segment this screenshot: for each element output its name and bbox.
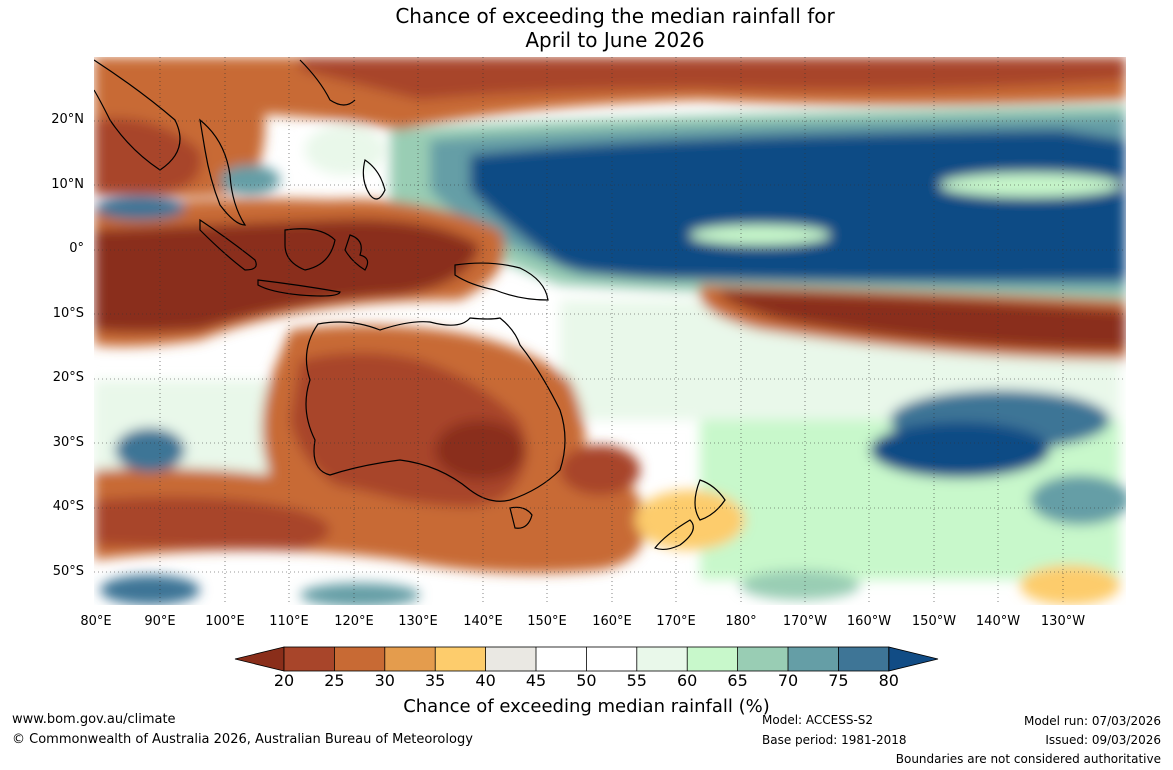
new-guinea-coast (454, 262, 549, 301)
colorbar-tick: 60 (677, 671, 698, 690)
colorbar-cell (788, 647, 839, 671)
colorbar-tick: 30 (374, 671, 395, 690)
nz-north-island (694, 479, 726, 521)
indochina-coast (199, 118, 247, 226)
colorbar (234, 646, 939, 672)
colorbar-tick: 70 (777, 671, 799, 690)
base-period: Base period: 1981-2018 (762, 733, 907, 747)
philippines-coast (362, 159, 386, 200)
colorbar-arrow-high (888, 646, 939, 672)
lon-label: 90°E (144, 614, 176, 629)
colorbar-cell (586, 647, 637, 671)
colorbar-tick: 45 (525, 671, 547, 690)
lat-label: 20°N (51, 112, 84, 127)
title-line-1: Chance of exceeding the median rainfall … (395, 4, 835, 28)
tasmania-coast (509, 506, 533, 529)
website-link[interactable]: www.bom.gov.au/climate (12, 712, 176, 727)
lon-label: 100°E (205, 614, 245, 629)
colorbar-tick: 20 (273, 671, 295, 690)
lat-label: 20°S (52, 370, 84, 385)
australia-coast (305, 317, 566, 502)
lon-label: 160°W (846, 614, 892, 629)
lat-label: 0° (69, 241, 84, 256)
colorbar-cell (838, 647, 889, 671)
colorbar-tick: 25 (324, 671, 345, 690)
lon-label: 130°W (1040, 614, 1086, 629)
lon-label: 180° (725, 614, 757, 629)
lon-label: 160°E (592, 614, 632, 629)
graticule (94, 57, 1126, 605)
colorbar-tick: 40 (475, 671, 496, 690)
lat-label: 10°N (51, 177, 84, 192)
colorbar-cell (737, 647, 788, 671)
lon-label: 140°W (975, 614, 1021, 629)
colorbar-tick: 35 (425, 671, 446, 690)
colorbar-title-text: Chance of exceeding median rainfall (%) (403, 696, 770, 717)
colorbar-tick: 65 (727, 671, 748, 690)
sulawesi-coast (344, 234, 369, 271)
lon-label: 170°E (656, 614, 696, 629)
lat-label: 50°S (52, 564, 84, 579)
lat-label: 10°S (52, 306, 84, 321)
colorbar-cell (435, 647, 486, 671)
colorbar-cell (636, 647, 688, 671)
java-coast (257, 279, 341, 297)
lon-label: 80°E (80, 614, 112, 629)
copyright-text: © Commonwealth of Australia 2026, Austra… (12, 732, 473, 747)
colorbar-cell (687, 647, 738, 671)
colorbar-tick: 55 (626, 671, 647, 690)
sumatra-coast (199, 218, 257, 271)
colorbar-cell (384, 647, 436, 671)
rainfall-field (94, 57, 1126, 605)
lon-label: 150°E (527, 614, 567, 629)
lon-label: 120°E (334, 614, 374, 629)
lon-label: 170°W (782, 614, 828, 629)
map-title: Chance of exceeding the median rainfall … (0, 4, 1173, 52)
colorbar-arrow-low (234, 646, 285, 672)
nz-south-island (654, 519, 694, 551)
boundaries-disclaimer: Boundaries are not considered authoritat… (895, 752, 1161, 766)
china-coast (299, 59, 356, 106)
lon-label: 140°E (463, 614, 503, 629)
colorbar-tick: 80 (878, 671, 899, 690)
issued-date: Issued: 09/03/2026 (1045, 733, 1161, 747)
colorbar-tick: 75 (828, 671, 849, 690)
borneo-coast (284, 228, 336, 271)
lon-label: 150°W (911, 614, 957, 629)
colorbar-cell (485, 647, 536, 671)
lat-label: 40°S (52, 499, 84, 514)
model-run-date: Model run: 07/03/2026 (1023, 714, 1161, 728)
colorbar-title: Chance of exceeding median rainfall (%) (0, 696, 1173, 717)
title-line-2: April to June 2026 (525, 28, 705, 52)
colorbar-cell (334, 647, 385, 671)
lon-label: 130°E (398, 614, 438, 629)
model-name: Model: ACCESS-S2 (762, 713, 874, 727)
lon-label: 110°E (269, 614, 309, 629)
colorbar-tick: 50 (576, 671, 597, 690)
colorbar-cell (536, 647, 587, 671)
colorbar-cell (284, 647, 335, 671)
lat-label: 30°S (52, 435, 84, 450)
